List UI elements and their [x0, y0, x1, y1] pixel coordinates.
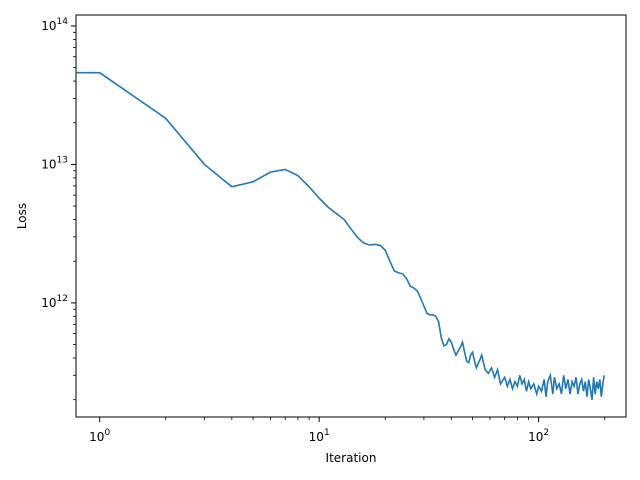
x-tick-label: 101 [309, 428, 330, 444]
y-major-ticks: 1012 1013 1014 [41, 17, 76, 310]
y-tick-label: 1013 [41, 155, 68, 171]
loss-series-line [76, 71, 606, 400]
x-tick-label: 102 [528, 428, 549, 444]
x-minor-ticks [165, 417, 606, 420]
x-major-ticks: 100 101 102 [89, 417, 549, 444]
y-tick-label: 1014 [41, 17, 68, 33]
y-tick-label: 1012 [41, 294, 68, 310]
x-tick-label: 100 [89, 428, 110, 444]
y-axis-label: Loss [15, 203, 29, 229]
x-axis-label: Iteration [326, 451, 377, 465]
plot-frame [75, 14, 627, 418]
y-minor-ticks [73, 31, 76, 401]
